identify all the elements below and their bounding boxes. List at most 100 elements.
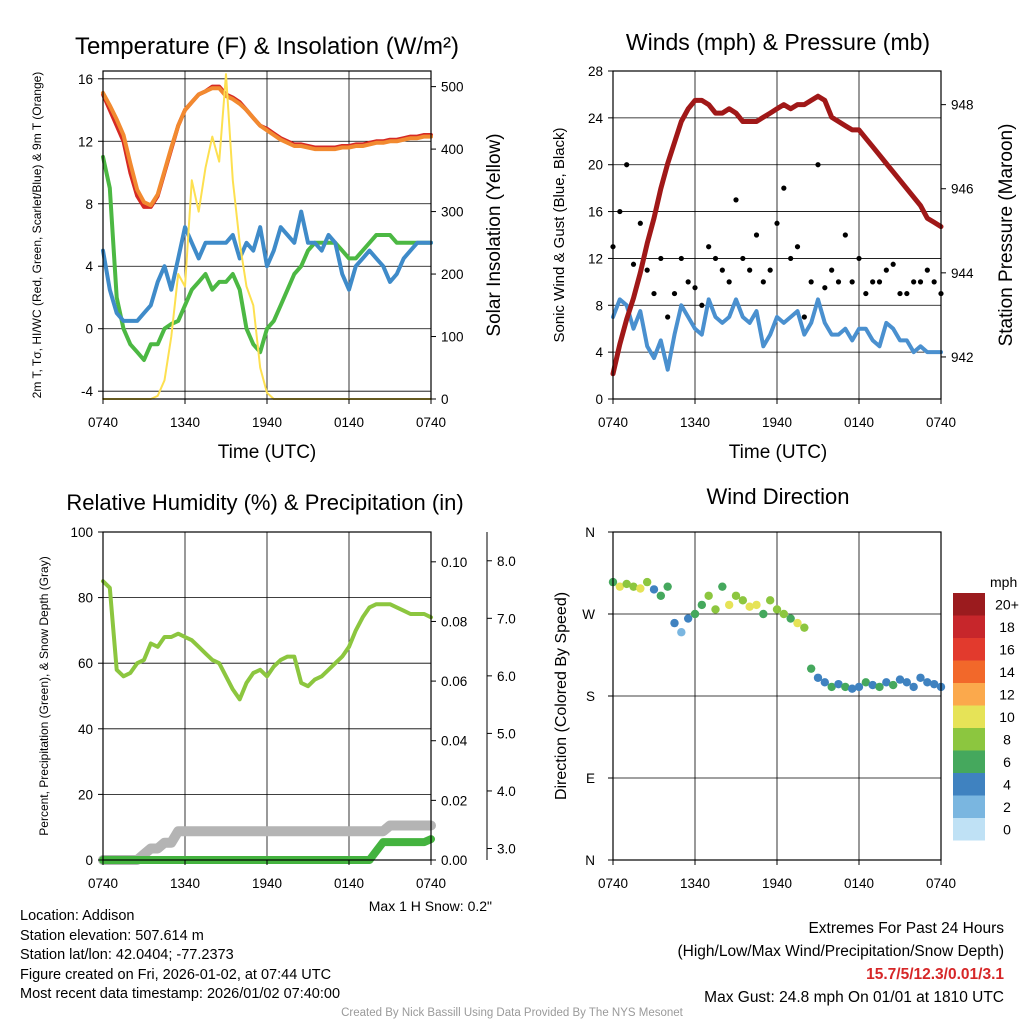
pressure-tick-label: 946 [951,182,974,197]
winds-xlabel: Time (UTC) [729,442,828,463]
credit-text: Created By Nick Bassill Using Data Provi… [341,1007,683,1019]
humidity-title: Relative Humidity (%) & Precipitation (i… [66,490,463,515]
gust-point [733,197,739,203]
temp-series-line-0 [101,154,433,362]
direction-point [663,582,672,591]
direction-point [888,680,898,690]
x-tick-label: 1940 [252,415,282,430]
direction-point [854,682,864,692]
recent-data-text: Most recent data timestamp: 2026/01/02 0… [20,986,341,1002]
y-tick-label: 16 [78,72,93,87]
direction-point [868,680,877,690]
legend-swatch [953,795,985,818]
direction-tick-label: N [585,525,595,540]
y-tick-label: 80 [78,591,93,606]
gust-point [747,267,753,273]
legend-swatch [953,750,985,773]
gust-point [822,285,828,291]
legend-label: 20+ [995,596,1019,612]
direction-point [656,591,666,600]
direction-point [759,609,768,619]
y-tick-label: 16 [588,205,603,220]
x-tick-label: 1340 [680,876,710,891]
humidity-panel: Relative Humidity (%) & Precipitation (i… [37,490,516,914]
gust-point [781,185,787,191]
gust-point [760,279,766,285]
pressure-ylabel: Station Pressure (Maroon) [996,124,1017,347]
y-tick-label: 4 [595,345,603,360]
legend-label: 0 [1003,821,1011,837]
snow-tick-label: 8.0 [497,554,516,569]
legend-swatch [953,638,985,661]
x-tick-label: 1940 [252,876,282,891]
pressure-line [610,93,944,377]
legend-swatch [953,773,985,796]
legend-swatch [953,818,985,841]
created-text: Figure created on Fri, 2026-01-02, at 07… [20,966,332,983]
gust-point [890,261,896,267]
pressure-tick-label: 942 [951,350,974,365]
winds-panel: Winds (mph) & Pressure (mb) 0 4 8 12 16 20 24 2… [551,29,1017,463]
pressure-tick-label: 944 [951,266,974,281]
snow-tick-label: 3.0 [497,841,516,856]
wind-line [611,297,943,372]
legend-swatch [953,728,985,751]
x-tick-label: 0140 [334,876,364,891]
gust-point [624,162,630,168]
y-tick-label: 40 [78,722,93,737]
gust-point [671,290,678,297]
direction-point [649,585,659,594]
legend-label: 2 [1003,799,1011,815]
gust-point [658,255,664,262]
direction-point [711,605,720,614]
direction-point [738,596,748,605]
winds-title: Winds (mph) & Pressure (mb) [626,29,930,55]
x-tick-label: 0140 [844,415,874,430]
legend-label: 8 [1003,731,1011,747]
gust-point [644,267,650,273]
direction-point [929,679,939,689]
x-tick-label: 0740 [88,876,118,891]
precip-tick-label: 0.08 [441,614,467,629]
insolation-tick-label: 400 [441,142,464,157]
x-tick-label: 0740 [416,876,446,891]
direction-tick-label: E [586,771,595,786]
y-tick-label: 8 [595,298,603,313]
gust-point [726,279,732,285]
x-tick-label: 1340 [170,415,200,430]
legend-swatch [953,683,985,706]
extremes-legend: (High/Low/Max Wind/Precipitation/Snow De… [677,943,1005,960]
snow-tick-label: 4.0 [497,784,516,799]
extremes-heading: Extremes For Past 24 Hours [808,920,1004,937]
max-gust-text: Max Gust: 24.8 mph On 01/01 at 1810 UTC [704,989,1004,1006]
insolation-tick-label: 300 [441,205,464,220]
y-tick-label: 20 [588,158,603,173]
gust-point [719,267,725,273]
gust-point [788,255,794,262]
direction-point [622,579,631,589]
direction-point [902,678,912,687]
temp-series-line-3 [101,86,433,208]
direction-point [772,605,782,614]
gust-point [617,208,623,215]
humidity-series-line-1 [98,820,436,865]
legend-label: 16 [999,641,1015,657]
y-tick-label: 4 [85,259,93,274]
snow-tick-label: 6.0 [497,669,516,684]
gust-point [651,290,657,297]
legend-label: 14 [999,664,1015,680]
precip-tick-label: 0.00 [441,853,467,868]
direction-point [636,584,645,593]
temperature-title: Temperature (F) & Insolation (W/m²) [75,33,459,60]
station-info: Location: Addison Station elevation: 507… [20,907,340,1005]
y-tick-label: 28 [588,64,603,79]
x-tick-label: 0740 [598,415,628,430]
direction-point [827,682,836,692]
extremes-values: 15.7/5/12.3/0.01/3.1 [866,966,1004,983]
insolation-tick-label: 500 [441,80,464,95]
direction-point [923,678,932,687]
direction-point [752,600,761,610]
legend-swatch [953,705,985,728]
